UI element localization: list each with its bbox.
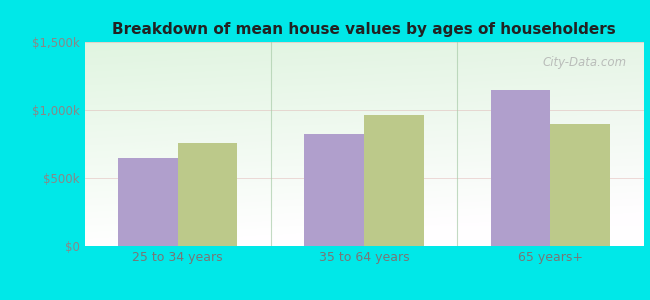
Bar <box>304 134 364 246</box>
Bar <box>177 142 237 246</box>
Bar <box>364 116 424 246</box>
Bar <box>551 124 610 246</box>
Bar <box>491 90 551 246</box>
Bar <box>118 158 177 246</box>
Text: City-Data.com: City-Data.com <box>543 56 627 69</box>
Title: Breakdown of mean house values by ages of householders: Breakdown of mean house values by ages o… <box>112 22 616 37</box>
